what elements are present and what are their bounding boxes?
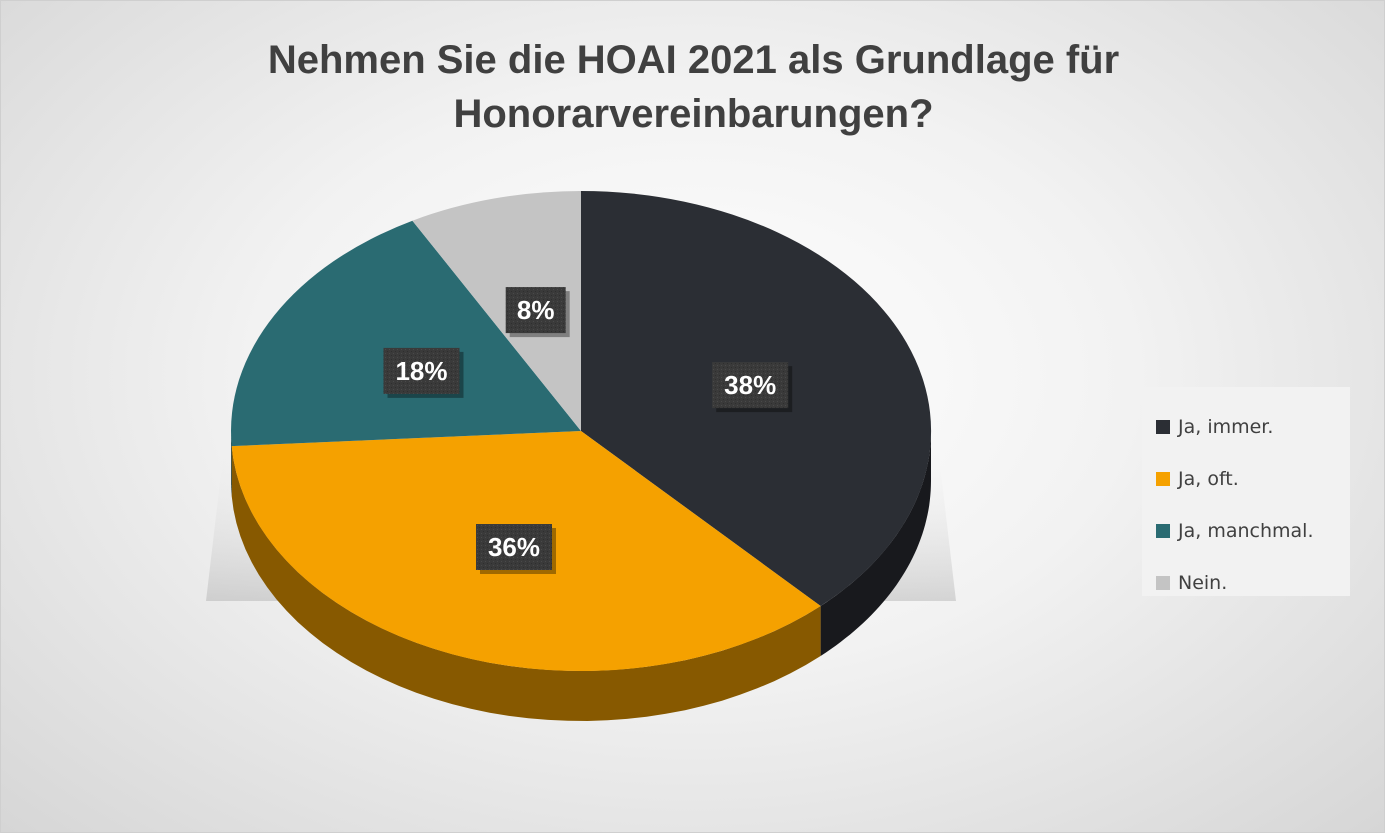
data-label-text: 38% xyxy=(724,370,776,400)
data-label: 38% xyxy=(712,362,793,413)
legend-item: Nein. xyxy=(1156,557,1350,609)
data-label: 8% xyxy=(505,287,570,338)
chart-title: Nehmen Sie die HOAI 2021 als Grundlage f… xyxy=(1,33,1385,141)
legend-item: Ja, manchmal. xyxy=(1156,505,1350,557)
legend-swatch xyxy=(1156,420,1170,434)
pie-slice-side xyxy=(820,431,931,656)
legend: Ja, immer. Ja, oft. Ja, manchmal. Nein. xyxy=(1142,387,1350,596)
legend-label: Ja, immer. xyxy=(1178,416,1274,438)
pie-slice-side xyxy=(231,431,232,497)
data-label-box xyxy=(383,347,460,394)
data-label: 18% xyxy=(383,347,464,398)
legend-item: Ja, immer. xyxy=(1156,401,1350,453)
legend-item: Ja, oft. xyxy=(1156,453,1350,505)
chart-title-line-1: Nehmen Sie die HOAI 2021 als Grundlage f… xyxy=(267,38,1120,82)
legend-label: Nein. xyxy=(1178,572,1228,594)
data-label-text: 8% xyxy=(517,295,555,325)
legend-swatch xyxy=(1156,576,1170,590)
data-label-text: 18% xyxy=(395,356,447,386)
data-label-box xyxy=(476,524,552,570)
chart-title-line-2: Honorarvereinbarungen? xyxy=(453,92,934,136)
data-label-text: 36% xyxy=(488,532,540,562)
data-label-box xyxy=(712,362,789,409)
data-label-box xyxy=(505,287,566,334)
legend-swatch xyxy=(1156,472,1170,486)
legend-label: Ja, oft. xyxy=(1178,468,1239,490)
legend-label: Ja, manchmal. xyxy=(1178,520,1314,542)
pie-slice-side xyxy=(231,446,821,721)
legend-swatch xyxy=(1156,524,1170,538)
pie-slice xyxy=(231,220,581,447)
pie-slice xyxy=(412,191,581,431)
data-label: 36% xyxy=(476,524,556,574)
